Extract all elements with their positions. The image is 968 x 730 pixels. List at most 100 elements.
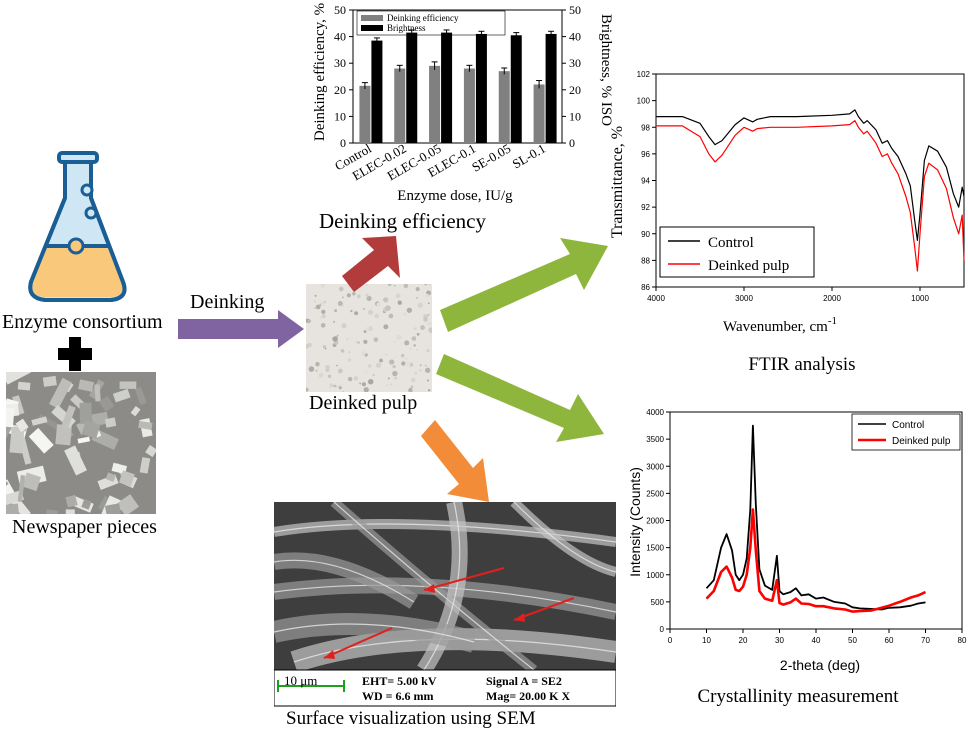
pulp-speck [425,367,431,373]
sem-caption: Surface visualization using SEM [286,708,536,729]
pulp-speck [346,338,349,340]
newspaper-scrap [79,402,92,424]
sem-signal: Signal A = SE2 [486,674,562,688]
pulp-speck [342,305,344,307]
newspaper-scrap [119,381,137,389]
bar-legend-swatch [361,25,383,31]
sem-fibre-edge [513,502,616,573]
sem-mag: Mag= 20.00 K X [486,689,570,703]
pulp-speck [364,370,369,375]
newspaper-scrap [6,503,20,514]
newspaper-scrap [130,406,141,417]
orange-arrow [421,420,489,502]
pulp-speck [307,319,310,322]
ytick-label: 86 [641,283,650,292]
pulp-speck [359,290,361,293]
bar-brightness [510,35,522,143]
pulp-speck [427,321,432,326]
pulp-speck [366,295,372,302]
pulp-speck [387,377,390,380]
pulp-speck [390,383,393,386]
pulp-speck [425,293,429,297]
pulp-speck [315,361,320,367]
xtick-label: 40 [812,636,821,645]
newspaper-scrap [81,420,101,439]
green-arrow-xrd [436,354,604,442]
xrd-chart: 0 10 20 30 40 50 60 70 80 0 500 1000 1500 2000 2500 300… [627,408,967,707]
pulp-speck [320,284,326,288]
pulp-speck [329,383,334,388]
bar-ytick-label: 10 [334,109,346,123]
ftir-xlabel: Wavenumber, cm-1 [723,315,837,335]
xtick-label: 10 [702,636,711,645]
bar-deinking [498,71,510,143]
xrd-xlabel: 2-theta (deg) [780,657,860,673]
ytick-label: 1500 [646,544,664,553]
pulp-speck [368,309,374,315]
newspaper-scrap [6,407,15,428]
pulp-speck [385,353,388,356]
pulp-speck [314,307,316,309]
ytick-label: 3000 [646,462,664,471]
flask-icon [28,151,127,302]
newspaper-scrap [139,457,151,474]
xrd-ylabel: Intensity (Counts) [627,467,643,577]
pulp-speck [402,312,408,317]
pulp-speck [392,364,396,369]
xrd-legend-deinked: Deinked pulp [892,436,951,447]
pulp-speck [412,286,414,289]
newspaper-scrap [12,395,25,416]
newspaper-scrap [65,509,75,514]
pulp-speck [315,304,321,310]
pulp-speck [403,284,409,289]
bar-legend-label: Deinking efficiency [387,13,459,23]
pulp-speck [334,309,337,313]
bar-ytick-label-right: 50 [569,3,581,17]
ytick-label: 500 [651,598,665,607]
bar-brightness [475,33,487,143]
pulp-speck [338,386,342,390]
newspaper-scrap [65,494,78,508]
xtick-label: 1000 [911,294,929,303]
bar-brightness [441,32,453,143]
ftir-xlabel-text: Wavenumber, cm [723,319,828,335]
bar-deinking [359,85,371,143]
pulp-speck [401,361,406,366]
series-line-control [705,424,926,611]
ytick-label: 2000 [646,517,664,526]
pulp-speck [420,325,425,330]
pulp-speck [410,385,414,389]
pulp-speck [328,386,331,390]
plus-icon [58,337,92,371]
xtick-label: 30 [775,636,784,645]
pulp-speck [383,324,389,330]
pulp-speck [414,371,418,375]
bar-ytick-label: 0 [340,136,346,150]
ftir-xlabel-sup: -1 [828,315,837,327]
bar-ytick-label-right: 0 [569,136,575,150]
bar-legend-label: Brightness [387,23,426,33]
xtick-label: 80 [958,636,967,645]
sem-scale-label: 10 μm [284,673,317,688]
enzyme-label: Enzyme consortium [2,311,163,333]
pulp-speck [353,376,359,381]
pulp-speck [363,387,369,392]
newspaper-scrap [10,496,31,514]
newspaper-scrap [78,379,94,392]
ytick-label: 1000 [646,571,664,580]
ytick-label: 90 [641,230,650,239]
pulp-speck [415,287,420,292]
ytick-label: 98 [641,123,650,132]
pulp-speck [350,309,353,313]
bar-ytick-label-right: 20 [569,83,581,97]
pulp-speck [397,383,400,386]
pulp-speck [356,294,361,299]
green-arrow-ftir [440,238,608,332]
series-line-deinked [656,119,965,272]
ytick-label: 102 [637,70,651,79]
deinking-label: Deinking [190,291,265,313]
bar-chart-xlabel: Enzyme dose, IU/g [397,188,513,204]
pulp-speck [404,340,410,346]
pulp-speck [352,292,356,296]
